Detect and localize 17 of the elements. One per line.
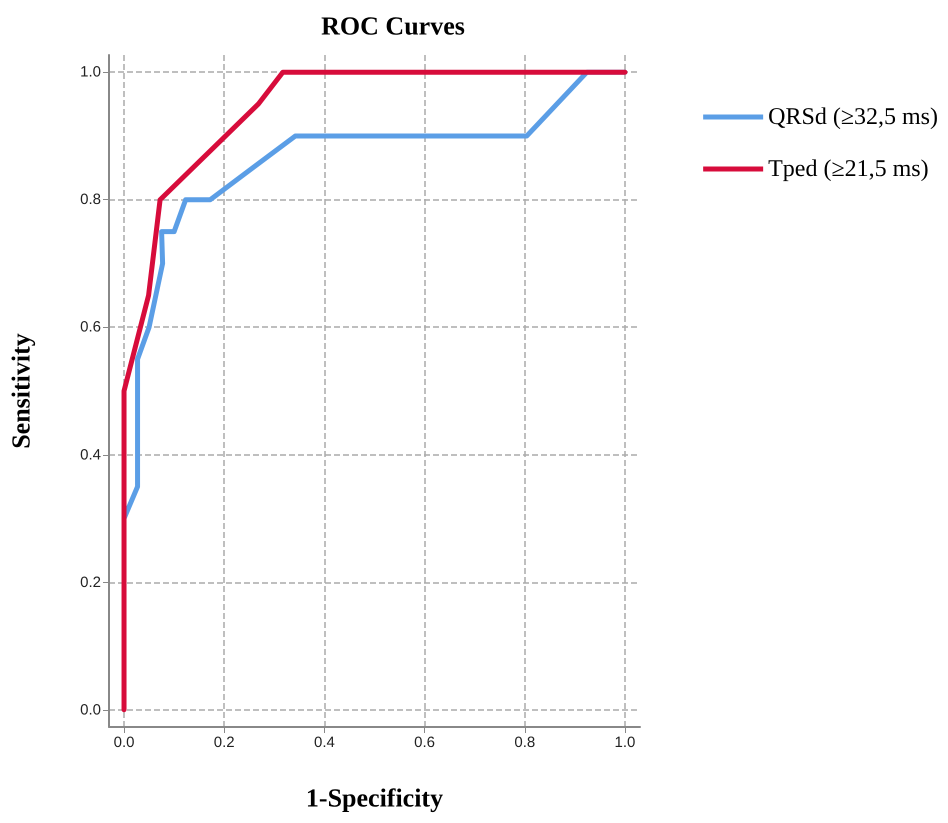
x-axis-title: 1-Specificity xyxy=(306,784,444,812)
legend-label: Tped (≥21,5 ms) xyxy=(768,156,929,182)
chart-title: ROC Curves xyxy=(321,12,465,40)
x-tick-label: 0.2 xyxy=(214,734,235,751)
y-tick-label: 1.0 xyxy=(80,64,101,81)
y-tick-label: 0.0 xyxy=(80,701,101,718)
x-tick-label: 0.0 xyxy=(114,734,134,751)
y-tick-label: 0.6 xyxy=(80,318,101,336)
x-tick-label: 1.0 xyxy=(614,734,636,751)
x-tick-label: 0.6 xyxy=(414,734,436,751)
y-tick-label: 0.2 xyxy=(80,574,101,591)
y-tick-label: 0.4 xyxy=(80,446,101,464)
y-tick-label: 0.8 xyxy=(80,191,101,208)
x-tick-label: 0.4 xyxy=(314,734,335,751)
legend-label: QRSd (≥32,5 ms) xyxy=(768,104,938,130)
x-tick-label: 0.8 xyxy=(514,734,536,751)
y-axis-title: Sensitivity xyxy=(6,333,36,449)
